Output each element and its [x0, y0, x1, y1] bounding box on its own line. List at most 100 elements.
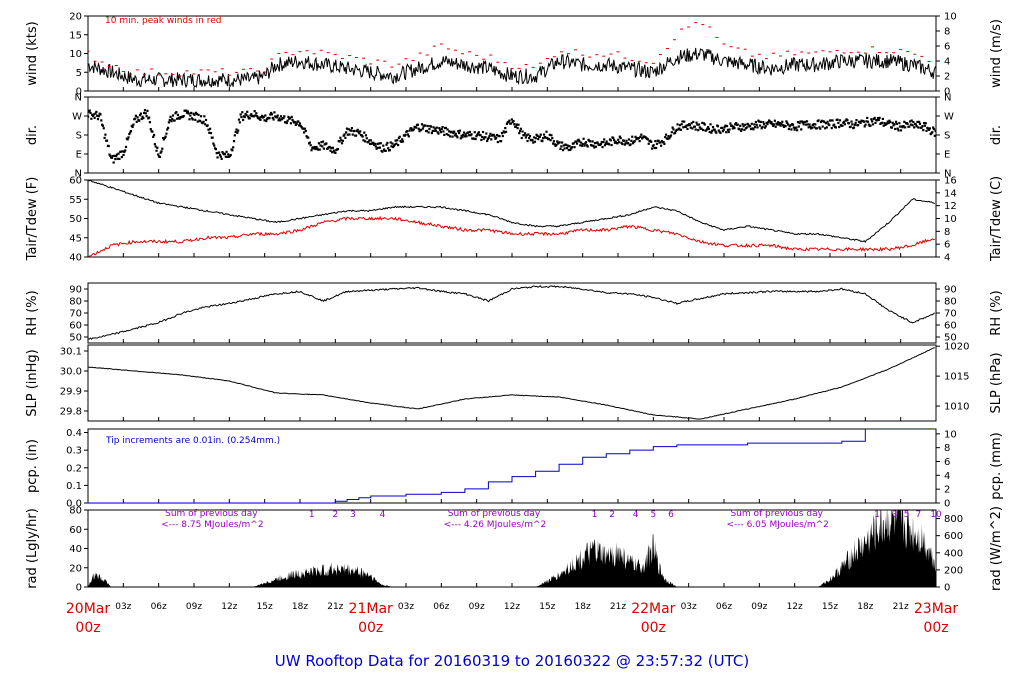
y-axis-label-right: SLP (hPa) [989, 352, 1004, 413]
x-tick-label: 21z [893, 602, 909, 612]
point-direction [664, 136, 667, 139]
point-direction [170, 120, 173, 123]
x-tick-label: 18z [857, 602, 873, 612]
hour-marker: 2 [609, 510, 615, 520]
point-direction [221, 151, 224, 154]
point-direction [271, 116, 274, 120]
point-direction [851, 123, 854, 126]
point-direction [800, 128, 803, 131]
point-direction [193, 113, 196, 116]
point-direction [684, 125, 687, 129]
point-direction [215, 152, 218, 155]
point-direction [820, 119, 823, 122]
point-direction [701, 121, 704, 124]
point-direction [375, 147, 378, 150]
point-direction [253, 110, 256, 113]
point-direction [633, 140, 636, 143]
point-direction [885, 122, 889, 125]
point-direction [331, 146, 335, 149]
point-direction [696, 123, 699, 126]
point-direction [515, 123, 518, 126]
point-direction [627, 138, 631, 141]
point-direction [131, 125, 134, 129]
point-direction [164, 135, 167, 138]
point-direction [313, 145, 316, 149]
point-direction [873, 116, 876, 120]
point-direction [528, 134, 532, 138]
point-direction [807, 126, 810, 129]
point-direction [464, 133, 467, 136]
point-direction [234, 130, 237, 134]
point-direction [782, 124, 785, 127]
point-direction [231, 149, 234, 152]
y-tick-label-right: 60 [944, 321, 957, 332]
point-direction [650, 147, 654, 150]
point-direction [599, 142, 603, 146]
point-direction [609, 139, 612, 142]
point-direction [373, 142, 377, 146]
point-direction [166, 128, 169, 131]
point-direction [551, 142, 555, 145]
point-direction [133, 117, 137, 120]
point-direction [322, 147, 325, 150]
point-direction [401, 140, 405, 143]
point-direction [654, 139, 657, 143]
point-direction [97, 115, 100, 118]
point-direction [513, 123, 516, 126]
point-direction [560, 145, 563, 148]
hour-marker: 1 [309, 510, 315, 520]
point-direction [363, 131, 366, 134]
point-direction [896, 127, 899, 130]
point-direction [652, 144, 655, 147]
point-direction [829, 119, 833, 122]
point-direction [162, 138, 166, 141]
point-direction [368, 142, 372, 146]
point-direction [844, 119, 847, 122]
y-tick-label: N [75, 93, 82, 104]
point-direction [458, 129, 462, 132]
y-tick-label: 40 [69, 544, 82, 555]
point-direction [347, 128, 350, 131]
point-direction [561, 141, 564, 144]
point-direction [476, 132, 480, 135]
y-tick-label: 80 [69, 297, 82, 308]
point-direction [833, 123, 836, 126]
point-direction [489, 132, 492, 135]
x-date-label: 20Mar [66, 601, 110, 617]
y-tick-label-right: 0 [944, 583, 950, 594]
point-direction [487, 136, 490, 139]
point-direction [897, 129, 900, 132]
point-direction [480, 138, 483, 142]
point-direction [600, 141, 603, 144]
point-direction [891, 121, 894, 124]
point-direction [906, 122, 909, 125]
point-direction [356, 128, 359, 131]
point-direction [129, 130, 133, 133]
point-direction [659, 144, 663, 147]
point-direction [490, 138, 493, 141]
point-direction [702, 128, 705, 132]
point-direction [592, 144, 595, 147]
point-direction [602, 141, 605, 144]
point-direction [202, 120, 205, 123]
point-direction [458, 131, 461, 135]
point-direction [579, 144, 582, 147]
point-direction [621, 142, 624, 146]
point-direction [207, 128, 210, 131]
point-direction [295, 122, 298, 125]
point-direction [123, 150, 126, 153]
point-direction [653, 146, 656, 150]
point-direction [504, 126, 507, 130]
point-direction [526, 139, 529, 143]
plot-area [88, 429, 936, 503]
point-direction [141, 115, 144, 118]
point-direction [451, 135, 454, 138]
point-direction [197, 113, 200, 116]
point-direction [612, 136, 615, 140]
x-tick-label: 06z [433, 602, 449, 612]
point-direction [558, 141, 561, 144]
point-direction [255, 112, 258, 115]
point-direction [113, 154, 116, 157]
point-direction [250, 113, 253, 116]
point-direction [913, 126, 916, 129]
